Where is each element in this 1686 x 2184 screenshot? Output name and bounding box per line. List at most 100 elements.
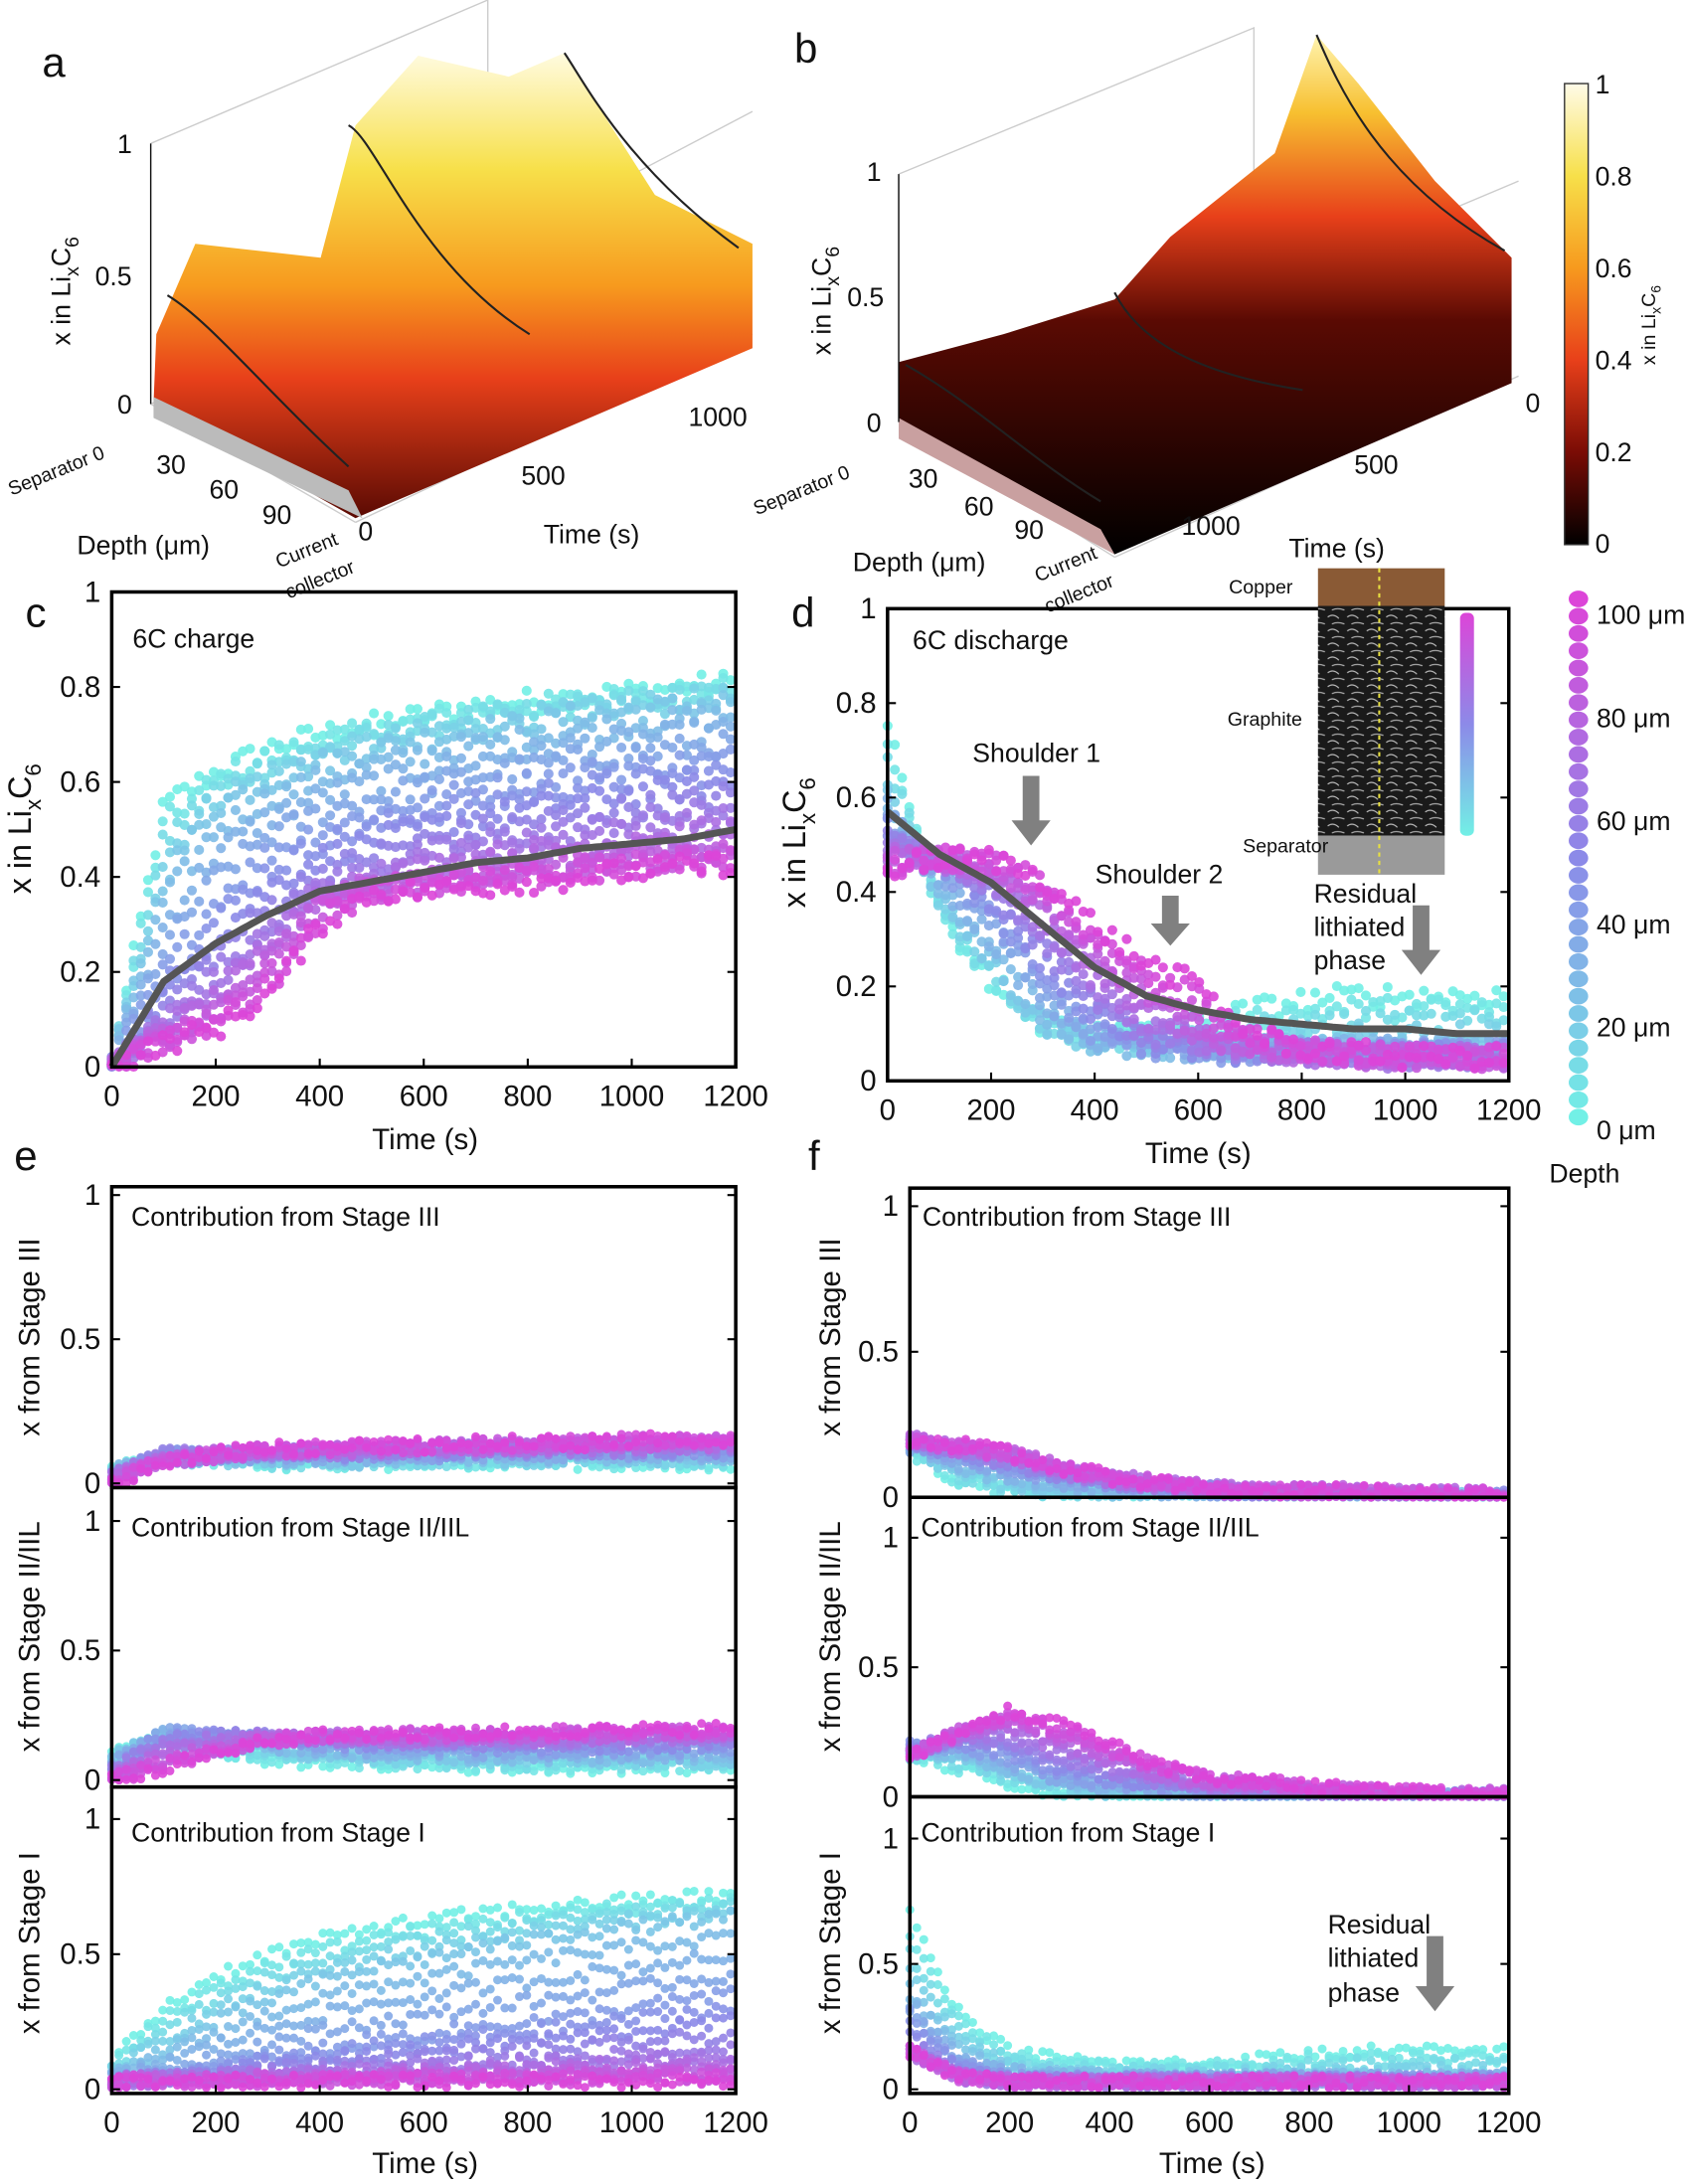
x-tick-label: 0: [103, 1081, 119, 1113]
data-point-95um: [1151, 972, 1161, 982]
data-point-10um: [1469, 1005, 1479, 1015]
data-point-35um: [391, 787, 401, 797]
data-point-0um: [413, 704, 422, 714]
data-point-35um: [187, 908, 197, 918]
data-point-10um: [529, 712, 539, 722]
data-point-75um: [1165, 1020, 1175, 1030]
data-point-100um: [274, 973, 284, 983]
data-point-100um: [1057, 889, 1067, 899]
data-point-5um: [136, 919, 146, 928]
data-point-75um: [209, 985, 219, 995]
data-point-50um: [638, 781, 648, 791]
y-tick-label: 1: [84, 576, 100, 608]
data-point-100um: [1121, 934, 1131, 944]
data-point-20um: [551, 708, 561, 718]
x-tick-label: 800: [503, 1081, 552, 1113]
data-point-100um: [1209, 991, 1219, 1001]
data-point-95um: [1071, 917, 1081, 926]
data-point-95um: [1405, 1041, 1415, 1051]
data-point-95um: [281, 966, 291, 976]
data-point-25um: [150, 915, 160, 924]
data-point-30um: [259, 807, 269, 817]
data-point-85um: [274, 948, 284, 958]
data-point-45um: [449, 794, 459, 804]
data-point-25um: [1121, 1051, 1131, 1061]
data-point-25um: [165, 877, 175, 887]
x-tick-label: 1000: [599, 1081, 664, 1113]
data-point-5um: [1477, 997, 1487, 1007]
colorbar-tick: 0: [1596, 529, 1610, 559]
data-point-5um: [180, 809, 190, 819]
data-point-100um: [645, 868, 655, 878]
data-point-75um: [245, 958, 254, 968]
data-point-20um: [631, 705, 641, 715]
data-point-70um: [492, 839, 502, 849]
data-point-0um: [384, 711, 394, 721]
data-point-35um: [645, 743, 655, 753]
x-tick-label: 1200: [1476, 1094, 1541, 1127]
data-point-25um: [463, 742, 473, 752]
panel-label-e: e: [14, 1132, 37, 1179]
data-point-25um: [500, 735, 510, 745]
y-tick-label: 0.8: [60, 671, 100, 704]
data-point-15um: [143, 926, 153, 936]
data-point-100um: [631, 861, 641, 871]
data-point-100um: [266, 984, 276, 994]
data-point-40um: [420, 793, 429, 803]
data-point-60um: [697, 800, 707, 810]
data-point-20um: [391, 736, 401, 746]
data-point-60um: [500, 827, 510, 837]
y-axis-label: x in LixC6: [2, 763, 46, 894]
data-point-45um: [231, 896, 241, 906]
data-point-5um: [441, 708, 451, 718]
data-point-40um: [318, 830, 328, 840]
data-point-15um: [1455, 1019, 1465, 1029]
y-tick-label: 0: [860, 1065, 876, 1097]
data-point-20um: [216, 808, 226, 818]
panel-a-depth-tick: 90: [262, 500, 292, 530]
data-point-100um: [1100, 936, 1110, 946]
data-point-100um: [689, 859, 699, 869]
y-axis-label-part: x: [795, 813, 820, 824]
data-point-65um: [259, 931, 269, 941]
data-point-40um: [1057, 1000, 1067, 1010]
data-point-95um: [1354, 1055, 1364, 1065]
data-point-100um: [955, 844, 965, 854]
colorbar-tick: 0.6: [1596, 253, 1632, 283]
data-point-55um: [456, 818, 466, 828]
data-point-10um: [463, 705, 473, 715]
data-point-95um: [500, 865, 510, 875]
data-point-45um: [332, 824, 342, 834]
data-point-25um: [259, 788, 269, 798]
data-point-60um: [558, 817, 568, 827]
data-point-25um: [231, 805, 241, 815]
data-point-95um: [1390, 1042, 1400, 1052]
data-point-100um: [1086, 908, 1096, 918]
data-point-25um: [1042, 1020, 1052, 1030]
data-point-100um: [310, 920, 320, 929]
x-tick-label: 200: [191, 1081, 240, 1113]
data-point-0um: [1419, 986, 1429, 996]
data-point-100um: [1260, 1039, 1269, 1049]
data-point-25um: [667, 705, 677, 715]
data-point-85um: [1194, 1015, 1204, 1025]
data-point-60um: [1057, 965, 1067, 975]
colorbar: 1 0.8 0.6 0.4 0.2 0 x in LixC6: [1565, 70, 1664, 559]
y-axis-label-part: 6: [21, 763, 46, 775]
data-point-100um: [609, 858, 619, 868]
data-point-100um: [1325, 1038, 1335, 1048]
data-point-100um: [977, 855, 987, 865]
data-point-65um: [616, 819, 626, 829]
data-point-50um: [492, 814, 502, 824]
x-tick-label: 800: [1277, 1094, 1326, 1127]
data-point-70um: [675, 821, 685, 831]
data-point-65um: [376, 859, 386, 869]
data-point-40um: [172, 942, 182, 952]
data-point-30um: [238, 826, 248, 836]
data-point-35um: [456, 767, 466, 777]
data-point-0um: [522, 686, 532, 696]
panel-b-z-tick: 0: [867, 408, 882, 437]
data-point-100um: [413, 893, 422, 903]
panel-b-depth-tick: Separator 0: [751, 461, 853, 520]
x-axis-label: Time (s): [372, 1123, 478, 1156]
